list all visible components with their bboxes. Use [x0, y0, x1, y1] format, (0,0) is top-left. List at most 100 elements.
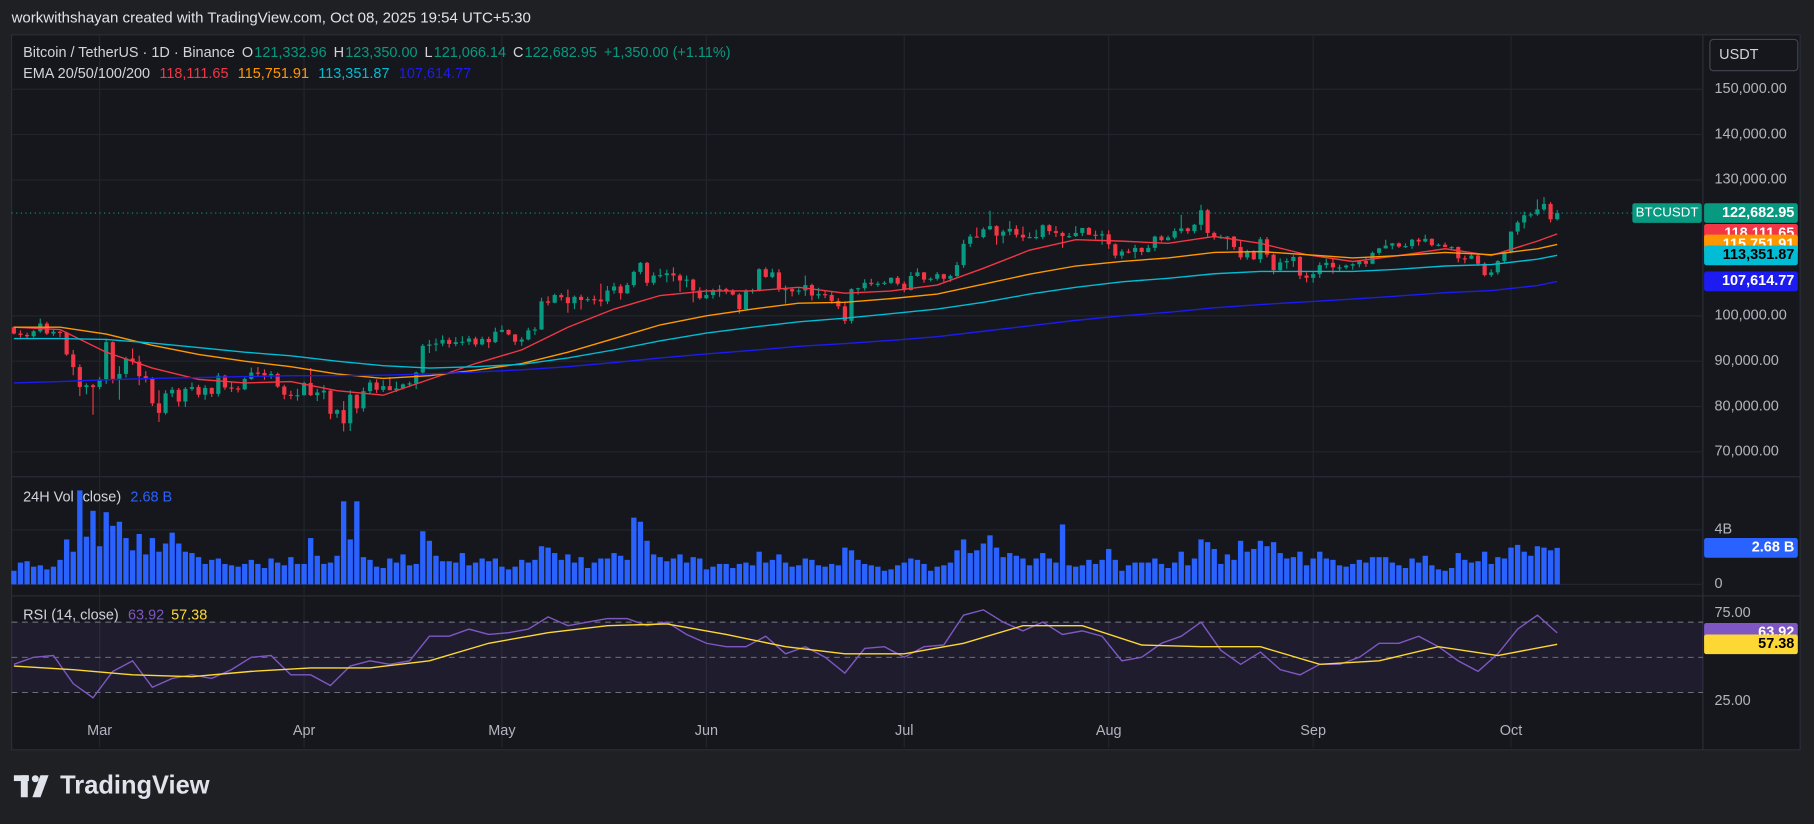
volume-bar [637, 521, 644, 585]
legend-ema-value: 115,751.91 [238, 66, 309, 82]
candle-body [1311, 274, 1316, 278]
legend-ohlc-label: O [242, 45, 253, 61]
volume-bar [37, 565, 43, 585]
candle-body [809, 285, 814, 296]
candle-body [150, 378, 155, 404]
volume-bar [842, 547, 848, 585]
volume-bar [439, 561, 446, 585]
candle-body [1086, 227, 1091, 235]
volume-bar [1237, 540, 1244, 585]
volume-bar [1020, 558, 1026, 585]
volume-bar [1158, 563, 1165, 585]
candle-body [1495, 261, 1500, 273]
volume-bar [650, 554, 657, 585]
volume-bar [552, 553, 558, 585]
volume-bar [308, 538, 314, 585]
volume-bar [354, 501, 360, 585]
volume-bar [1244, 551, 1250, 585]
volume-bar [1508, 547, 1514, 585]
volume-tag-bg [1704, 538, 1798, 558]
volume-bar [486, 561, 492, 585]
volume-bar [1442, 570, 1448, 585]
currency-label[interactable]: USDT [1719, 47, 1759, 63]
x-tick-label: May [488, 723, 516, 739]
candle-body [849, 289, 854, 321]
volume-bar [624, 559, 630, 585]
candle-body [1508, 231, 1514, 253]
candle-body [559, 295, 564, 298]
candle-body [367, 382, 373, 392]
candle-body [295, 395, 300, 397]
legend-ohlc-label: L [424, 45, 432, 61]
volume-bar [420, 531, 426, 585]
volume-bar [1053, 562, 1059, 585]
candle-body [57, 331, 63, 333]
candle-body [453, 342, 458, 344]
legend-indicator: EMA 20/50/100/200 [23, 66, 150, 82]
volume-bar [532, 559, 538, 585]
legend-ema-value: 118,111.65 [159, 66, 228, 82]
volume-bar [1514, 544, 1521, 585]
volume-bar [776, 554, 782, 585]
candle-body [1502, 252, 1507, 262]
candle-body [341, 410, 346, 424]
candle-body [1377, 248, 1382, 253]
legend-change: +1,350.00 (+1.11%) [604, 45, 731, 61]
candle-body [433, 343, 439, 345]
candle-body [961, 243, 966, 266]
candle-body [862, 282, 867, 289]
legend-ohlc-value: 123,350.00 [345, 45, 417, 61]
candle-body [631, 271, 636, 286]
candle-body [1225, 236, 1230, 238]
volume-bar [1000, 557, 1006, 585]
volume-bar [1409, 558, 1415, 585]
candle-body [605, 290, 610, 302]
candle-body [354, 394, 359, 409]
volume-bar [1369, 557, 1376, 585]
volume-bar [406, 565, 413, 585]
candle-body [242, 378, 247, 390]
candle-body [1192, 224, 1197, 232]
volume-bar [1336, 565, 1343, 585]
candle-body [677, 275, 683, 281]
candle-body [156, 403, 162, 413]
ema-tag: 107,614.77 [1722, 273, 1794, 289]
volume-bar [1521, 551, 1527, 585]
volume-bar [1026, 565, 1033, 585]
volume-bar [545, 547, 551, 585]
candle-body [1555, 213, 1560, 220]
candle-body [1258, 239, 1263, 260]
volume-bar [242, 563, 248, 585]
volume-bar [1231, 559, 1237, 585]
volume-bar [1284, 558, 1290, 585]
volume-value: 2.68 B [130, 489, 172, 505]
volume-bar [215, 558, 221, 585]
y-tick-label: 100,000.00 [1715, 308, 1787, 324]
volume-bar [644, 540, 650, 585]
candle-body [315, 392, 320, 396]
volume-bar [110, 525, 116, 585]
volume-bar [677, 554, 683, 585]
volume-bar [96, 546, 103, 585]
candle-body [546, 301, 551, 303]
volume-bar [466, 565, 472, 585]
candle-body [1429, 238, 1434, 246]
volume-bar [585, 568, 591, 585]
candle-body [1014, 228, 1019, 235]
volume-bar [947, 562, 954, 585]
volume-bar [1534, 546, 1541, 585]
candle-body [473, 338, 478, 345]
logo-mark [13, 775, 49, 798]
candle-body [1132, 247, 1138, 252]
candle-body [895, 277, 900, 284]
currency-button[interactable] [1709, 38, 1799, 72]
volume-bar [492, 558, 498, 585]
candle-body [117, 373, 122, 379]
volume-bar [941, 565, 947, 585]
volume-bar [162, 543, 169, 585]
volume-bar [1501, 558, 1508, 585]
volume-bar [1119, 570, 1125, 585]
volume-bar [868, 565, 874, 585]
rsi-value: 63.92 [128, 607, 164, 623]
candle-body [1317, 265, 1322, 275]
